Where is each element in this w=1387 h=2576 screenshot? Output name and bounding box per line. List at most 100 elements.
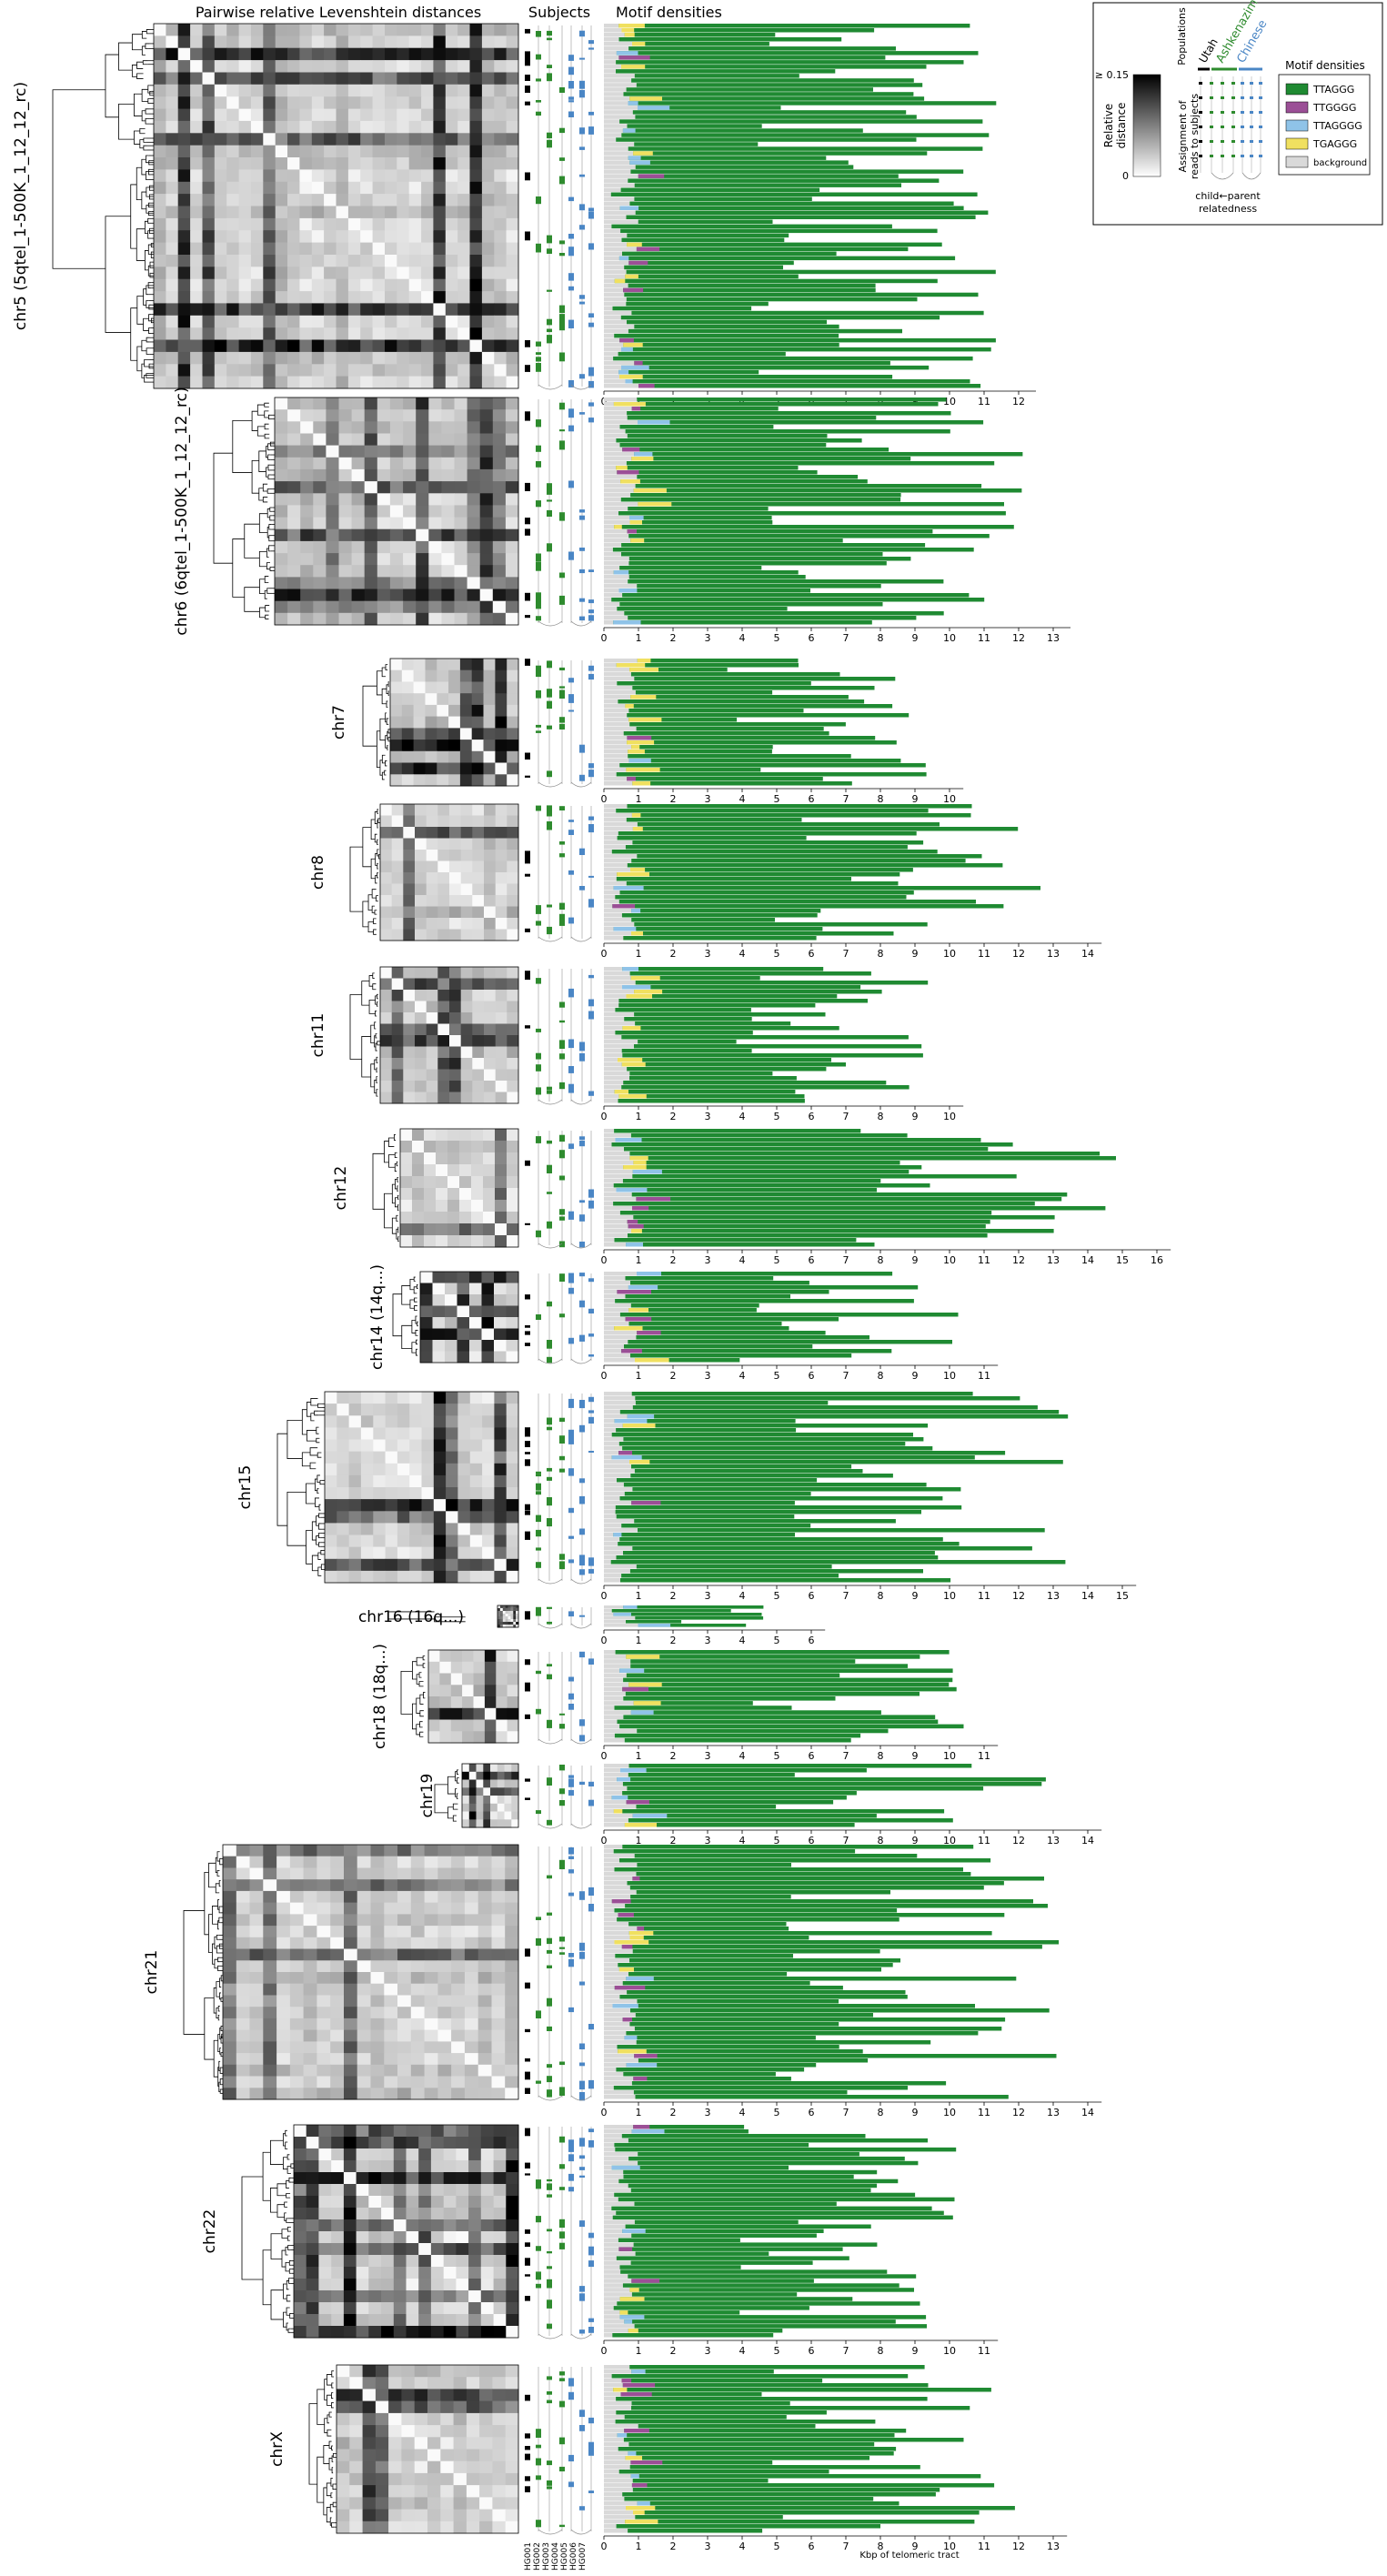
- subject-lanes: [525, 1394, 594, 1585]
- x-tick-label: 6: [809, 2541, 815, 2552]
- legend-lane-mark: [1221, 96, 1224, 99]
- distance-heatmap: [379, 966, 519, 1104]
- x-tick-label: 4: [739, 2345, 746, 2357]
- x-tick-label: 0: [601, 1750, 608, 1762]
- x-tick-label: 2: [670, 2541, 677, 2552]
- x-tick-label: 4: [739, 1835, 746, 1846]
- x-tick-label: 11: [978, 396, 990, 408]
- motif-swatch: [1285, 137, 1309, 150]
- x-tick-label: 4: [739, 1590, 746, 1602]
- x-tick-label: 2: [670, 2107, 677, 2118]
- x-axis: 0 1 2 3 4 5 6 7 8 9 10 11: [601, 2340, 999, 2357]
- distance-heatmap: [379, 803, 519, 941]
- x-tick-label: 0: [601, 1111, 608, 1122]
- chrom-label: chr22: [201, 2209, 219, 2254]
- chrom-label: chr6 (6qtel_1-500K_1_12_12_rc): [173, 387, 191, 635]
- x-tick-label: 8: [878, 1254, 884, 1266]
- x-tick-label: 1: [636, 2345, 642, 2357]
- legend-lane-mark: [1231, 126, 1235, 128]
- x-tick-label: 11: [978, 948, 990, 960]
- x-tick-label: 2: [670, 1254, 677, 1266]
- motif-name: background: [1313, 158, 1367, 168]
- motif-swatch: [1285, 101, 1309, 114]
- chrom-label: chr5 (5qtel_1-500K_1_12_12_rc): [12, 82, 30, 330]
- heatmap-frame: [274, 397, 519, 626]
- x-tick-label: 6: [809, 1254, 815, 1266]
- colorbar-title-1: Relative: [1102, 104, 1115, 147]
- x-tick-label: 9: [912, 1111, 919, 1122]
- x-tick-label: 8: [878, 1835, 884, 1846]
- legend-lane-mark: [1221, 82, 1224, 85]
- x-tick-label: 13: [1047, 2107, 1060, 2118]
- x-tick-label: 9: [912, 1370, 919, 1382]
- x-tick-label: 1: [636, 793, 642, 805]
- legend-lane-mark: [1231, 111, 1235, 114]
- x-tick-label: 7: [843, 793, 849, 805]
- x-tick-label: 2: [670, 1835, 677, 1846]
- legend-lane-mark: [1199, 126, 1202, 128]
- legend-lane-mark: [1241, 96, 1244, 99]
- motif-swatch: [1285, 156, 1309, 168]
- x-tick-label: 13: [1047, 1254, 1060, 1266]
- legend-subject-lanes: [1199, 76, 1262, 180]
- x-tick-label: 1: [636, 632, 642, 644]
- x-tick-label: 10: [943, 2541, 956, 2552]
- x-axis: 0 1 2 3 4 5 6 7 8 9 10 11 12 13 14: [601, 1829, 1102, 1846]
- dendrogram: [362, 664, 390, 780]
- x-axis: 0 1 2 3 4 5 6 7 8 9 10 11 12 13: [601, 627, 1070, 644]
- legend-lane-mark: [1221, 155, 1224, 157]
- x-tick-label: 9: [912, 632, 919, 644]
- x-tick-label: 16: [1151, 1254, 1163, 1266]
- x-tick-label: 4: [739, 2541, 746, 2552]
- legend-lane-mark: [1259, 82, 1262, 85]
- x-tick-label: 4: [739, 2107, 746, 2118]
- dendrogram: [387, 1611, 466, 1623]
- legend-lane-mark: [1250, 82, 1253, 85]
- chrom-label: chr15: [236, 1465, 255, 1510]
- x-tick-label: 9: [912, 2541, 919, 2552]
- chrom-label: chr7: [330, 705, 348, 740]
- legend-lane-mark: [1210, 155, 1213, 157]
- x-tick-label: 13: [1047, 1590, 1060, 1602]
- motif-name: TGAGGG: [1312, 138, 1357, 150]
- x-tick-label: 4: [739, 632, 746, 644]
- x-tick-label: 9: [912, 1254, 919, 1266]
- dendrogram: [372, 1134, 399, 1243]
- dendrogram: [392, 1276, 418, 1356]
- x-tick-label: 10: [943, 2345, 956, 2357]
- dendrogram: [349, 809, 380, 935]
- x-tick-label: 4: [739, 793, 746, 805]
- x-tick-label: 7: [843, 632, 849, 644]
- subject-lanes: [525, 2367, 594, 2535]
- legend-lane-mark: [1210, 96, 1213, 99]
- subject-id-labels: HG001 HG002 HG003 HG004 HG005 HG006 HG007: [524, 2542, 588, 2571]
- distance-heatmap: [497, 1605, 519, 1628]
- subject-lanes: [525, 1131, 594, 1249]
- x-tick-label: 7: [843, 2541, 849, 2552]
- legend-lane-mark: [1210, 82, 1213, 85]
- x-tick-label: 11: [978, 1370, 990, 1382]
- distance-colorbar: [1132, 74, 1161, 177]
- heatmap-frame: [399, 1128, 519, 1248]
- motif-rows: [604, 1764, 1046, 1827]
- populations-title: Populations: [1176, 7, 1188, 65]
- legend-lane-mark: [1199, 155, 1202, 157]
- chrom-label: chr14 (14q...): [368, 1264, 387, 1370]
- x-tick-label: 14: [1081, 1835, 1094, 1846]
- x-tick-label: 0: [601, 632, 608, 644]
- x-tick-label: 8: [878, 2541, 884, 2552]
- subject-lanes: [525, 805, 594, 942]
- x-tick-label: 10: [943, 1750, 956, 1762]
- x-tick-label: 9: [912, 948, 919, 960]
- x-tick-label: 7: [843, 1254, 849, 1266]
- x-tick-label: 15: [1116, 1590, 1129, 1602]
- distance-heatmap: [274, 397, 519, 626]
- subject-lanes: [525, 2127, 594, 2340]
- legend-lane-mark: [1241, 155, 1244, 157]
- x-tick-label: 7: [843, 1750, 849, 1762]
- x-tick-label: 4: [739, 1750, 746, 1762]
- assign-label-2: reads to subjects: [1189, 94, 1201, 179]
- x-tick-label: 1: [636, 1835, 642, 1846]
